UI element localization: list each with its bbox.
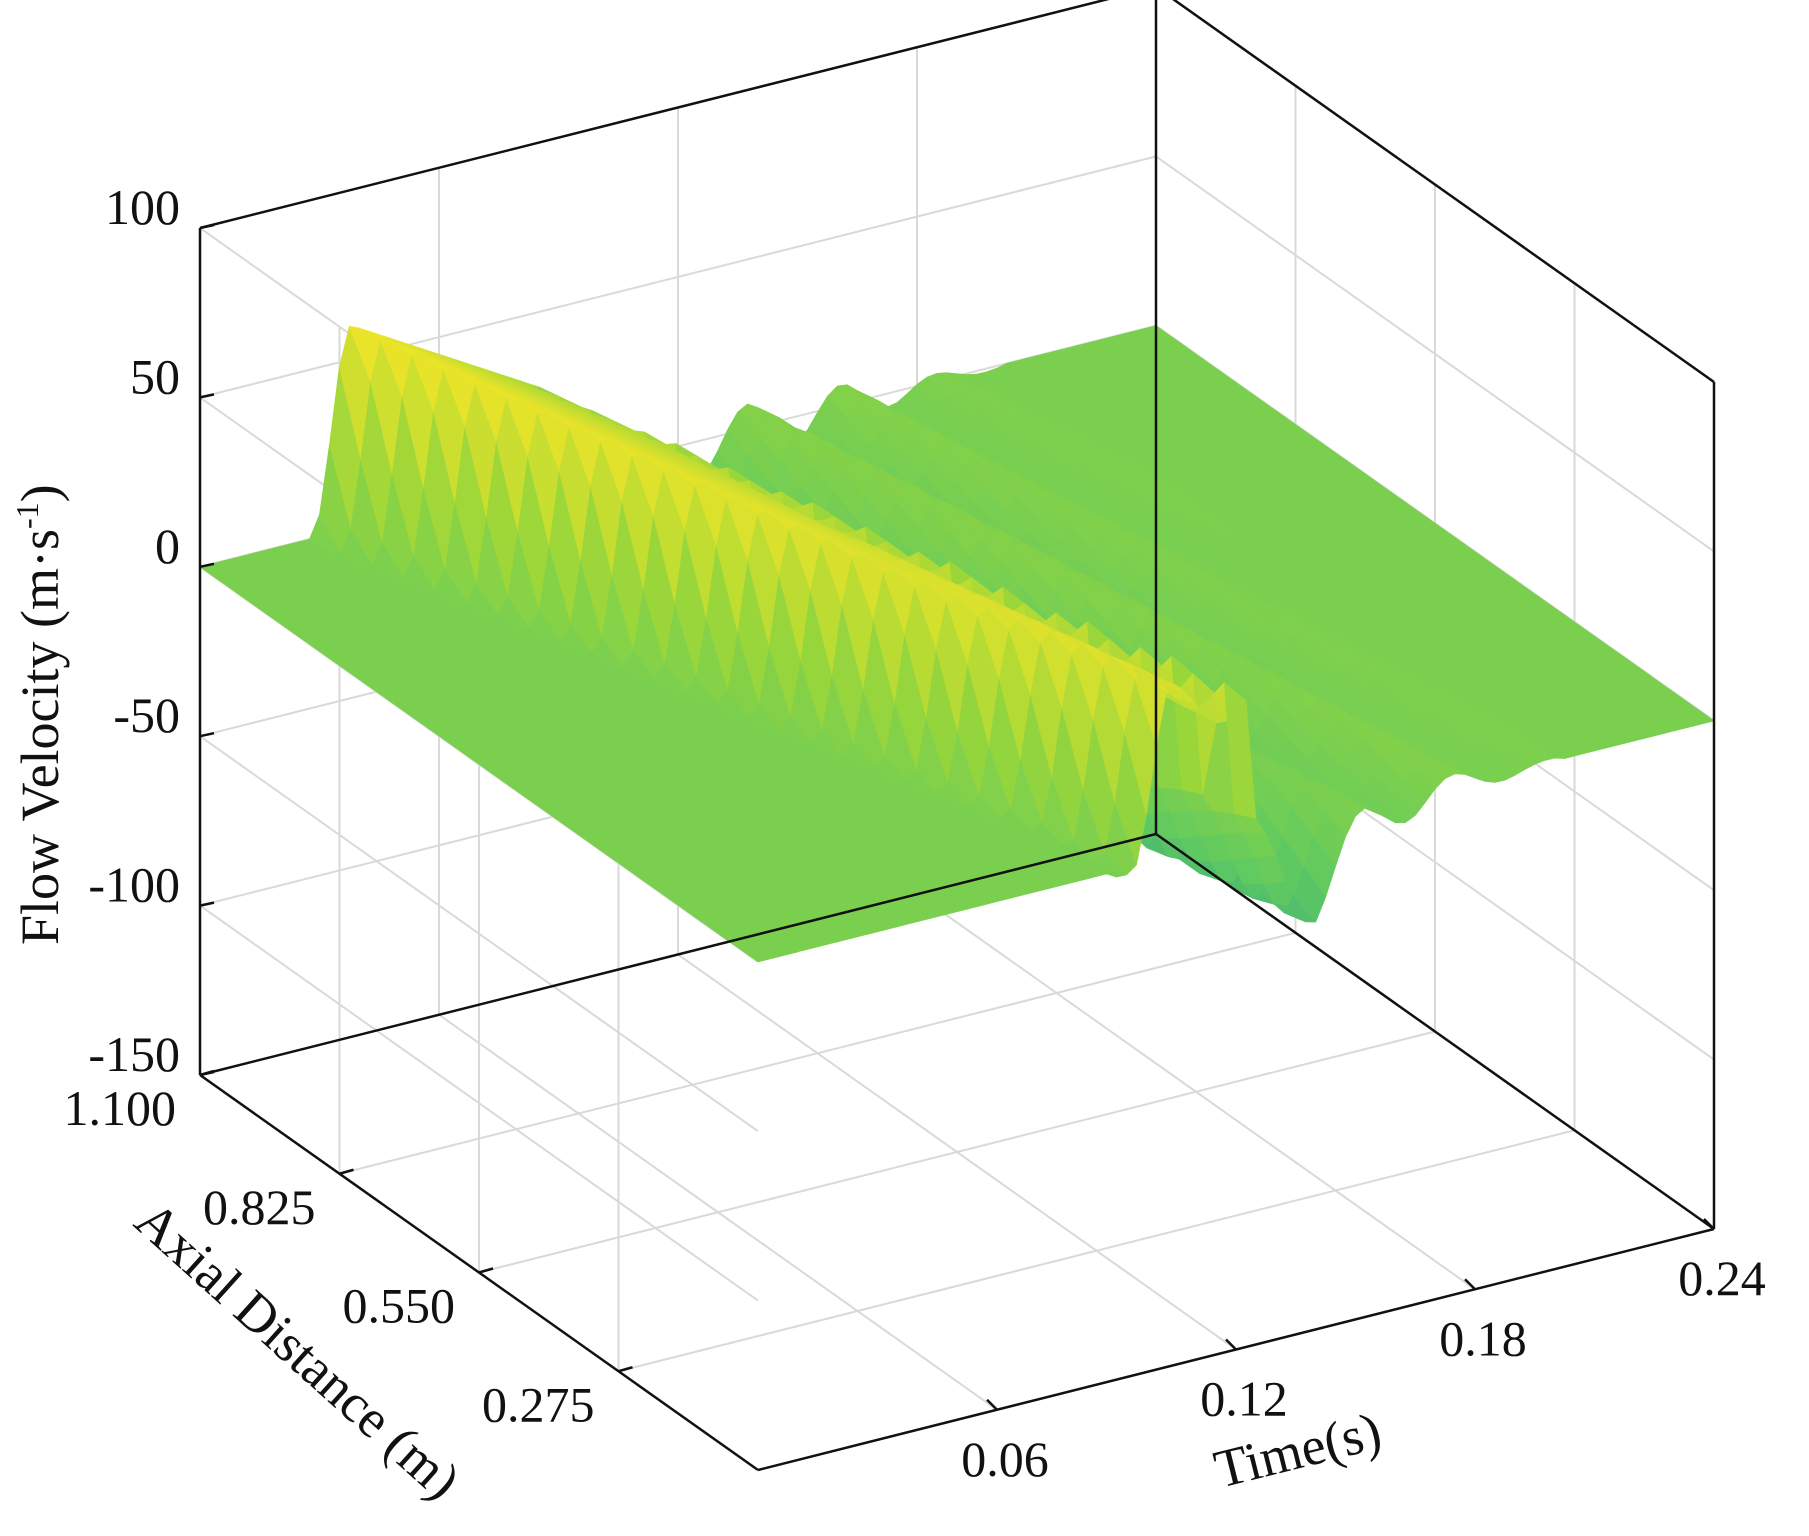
x-tick-mark <box>1225 1338 1237 1351</box>
y-tick-mark <box>199 1069 215 1077</box>
x-tick-label: 0.24 <box>1678 1250 1766 1306</box>
grid-floor-distance <box>339 931 1296 1175</box>
x-tick-label: 0.18 <box>1439 1310 1527 1366</box>
y-tick-mark <box>618 1366 633 1373</box>
box-edge <box>1155 832 1715 1231</box>
y-tick-label: 0.550 <box>343 1278 456 1334</box>
grid-floor-distance <box>618 1129 1575 1373</box>
y-tick-mark <box>478 1267 494 1274</box>
z-tick-label: -50 <box>113 687 180 743</box>
z-tick-mark <box>199 562 215 569</box>
box-edge <box>199 0 1110 230</box>
z-tick-mark <box>199 901 215 907</box>
surface-mesh <box>199 325 1715 963</box>
y-tick-mark <box>339 1168 354 1175</box>
x-tick-mark <box>1703 1218 1715 1230</box>
z-tick-label: 100 <box>105 179 180 235</box>
tick-layer: 100 50 0 -50 -100 -150 0.275 0.550 0.825 1.100 0.0… <box>64 179 1766 1487</box>
z-tick-label: -150 <box>88 1026 180 1082</box>
x-tick-mark <box>1464 1278 1476 1291</box>
grid-leftwall-velocity <box>199 904 759 1302</box>
z-tick-label: 0 <box>155 518 180 574</box>
x-tick-label: 0.06 <box>961 1431 1049 1487</box>
box-edge <box>1172 0 1715 384</box>
z-tick-label: 50 <box>130 348 180 404</box>
y-tick-label: 0.825 <box>203 1179 316 1235</box>
x-tick-mark <box>986 1398 998 1411</box>
box-edge <box>199 832 1157 1077</box>
y-axis-title: Axial Distance (m) <box>124 1189 472 1511</box>
y-tick-label: 0.275 <box>482 1376 595 1432</box>
grid-leftwall-velocity <box>199 735 759 1133</box>
z-tick-mark <box>199 393 215 399</box>
grid-floor-distance <box>478 1030 1436 1274</box>
surface-patch <box>1682 705 1715 724</box>
y-tick-label: 1.100 <box>64 1080 177 1136</box>
z-tick-mark <box>199 223 215 230</box>
z-axis-title: Flow Velocity (m·s-1) <box>9 484 70 945</box>
z-tick-mark <box>199 731 215 738</box>
x-tick-label: 0.12 <box>1200 1371 1288 1427</box>
z-tick-label: -100 <box>88 857 180 913</box>
